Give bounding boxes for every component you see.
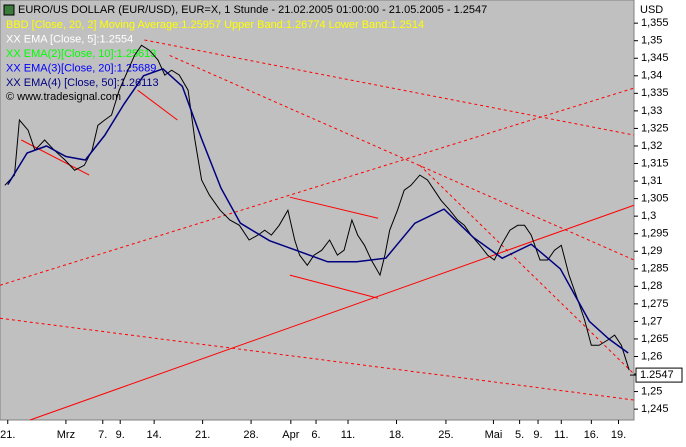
y-tick-label: 1,305 (641, 193, 669, 205)
x-tick-label: 9. (116, 429, 125, 441)
y-tick-label: 1,29 (641, 245, 662, 257)
y-tick-label: 1,345 (641, 52, 669, 64)
trend-line (21, 139, 90, 176)
x-tick-label: 18. (389, 429, 404, 441)
trend-line (289, 274, 379, 299)
x-tick-label: 19. (611, 429, 626, 441)
trend-line (419, 164, 635, 375)
y-tick-label: 1,32 (641, 140, 662, 152)
y-tick-label: 1,275 (641, 298, 669, 310)
y-tick-label: 1,33 (641, 105, 662, 117)
legend-entry: XX EMA [Close, 5]:1.2554 (6, 33, 133, 45)
y-tick-label: 1,35 (641, 35, 662, 47)
y-tick-label: 1,325 (641, 122, 669, 134)
chart-title: EURO/US DOLLAR (EUR/USD), EUR=X, 1 Stund… (18, 4, 487, 16)
x-tick-label: 7. (98, 429, 107, 441)
trend-line (289, 196, 379, 219)
x-tick-label: 25. (438, 429, 453, 441)
x-tick-label: 16. (584, 429, 599, 441)
x-tick-label: 11. (341, 429, 355, 441)
x-tick-label: 21. (0, 429, 15, 441)
y-tick-label: 1,315 (641, 157, 669, 169)
y-tick-label: 1,355 (641, 17, 669, 29)
y-tick-label: 1,335 (641, 87, 669, 99)
trend-line (0, 87, 635, 286)
x-tick-label: Apr (282, 429, 299, 441)
y-tick-label: 1,265 (641, 333, 669, 345)
x-tick-label: 9. (533, 429, 542, 441)
y-tick-label: 1,285 (641, 263, 669, 275)
legend-entry: XX EMA(3)[Close, 20]:1.25689 (6, 62, 156, 74)
y-tick-label: 1,28 (641, 280, 662, 292)
trend-line (169, 54, 635, 261)
x-tick-label: 28. (243, 429, 258, 441)
x-tick-label: 11. (554, 429, 568, 441)
x-tick-label: 6. (311, 429, 320, 441)
copyright: © www.tradesignal.com (6, 91, 121, 103)
x-tick-label: Mrz (57, 429, 75, 441)
trend-line (137, 89, 178, 121)
last-price-label: 1.2547 (640, 369, 674, 381)
legend-entry: XX EMA(4) [Close, 50]:1.26113 (6, 77, 159, 89)
legend: BBD [Close, 20, 2] Moving Average:1.2595… (6, 19, 424, 89)
legend-entry: BBD [Close, 20, 2] Moving Average:1.2595… (6, 19, 424, 31)
x-tick-label: 5. (515, 429, 524, 441)
y-axis-label: USD (640, 4, 663, 16)
legend-entry: XX EMA(2)[Close, 10]:1.25613 (6, 48, 156, 60)
trend-line (0, 317, 635, 401)
price-line (7, 67, 629, 354)
x-tick-label: 14. (146, 429, 161, 441)
y-tick-label: 1,27 (641, 315, 662, 327)
title-icon (3, 4, 15, 16)
x-tick-label: Mai (485, 429, 503, 441)
y-tick-label: 1,31 (641, 175, 662, 187)
y-tick-label: 1,245 (641, 403, 669, 415)
trend-line (144, 39, 635, 136)
plot-area (0, 0, 635, 421)
y-tick-label: 1,295 (641, 228, 669, 240)
y-tick-label: 1,26 (641, 350, 662, 362)
y-tick-label: 1,3 (641, 210, 656, 222)
y-tick-label: 1,34 (641, 70, 662, 82)
price-line (4, 44, 630, 371)
y-tick-label: 1,25 (641, 385, 662, 397)
x-tick-label: 21. (195, 429, 210, 441)
